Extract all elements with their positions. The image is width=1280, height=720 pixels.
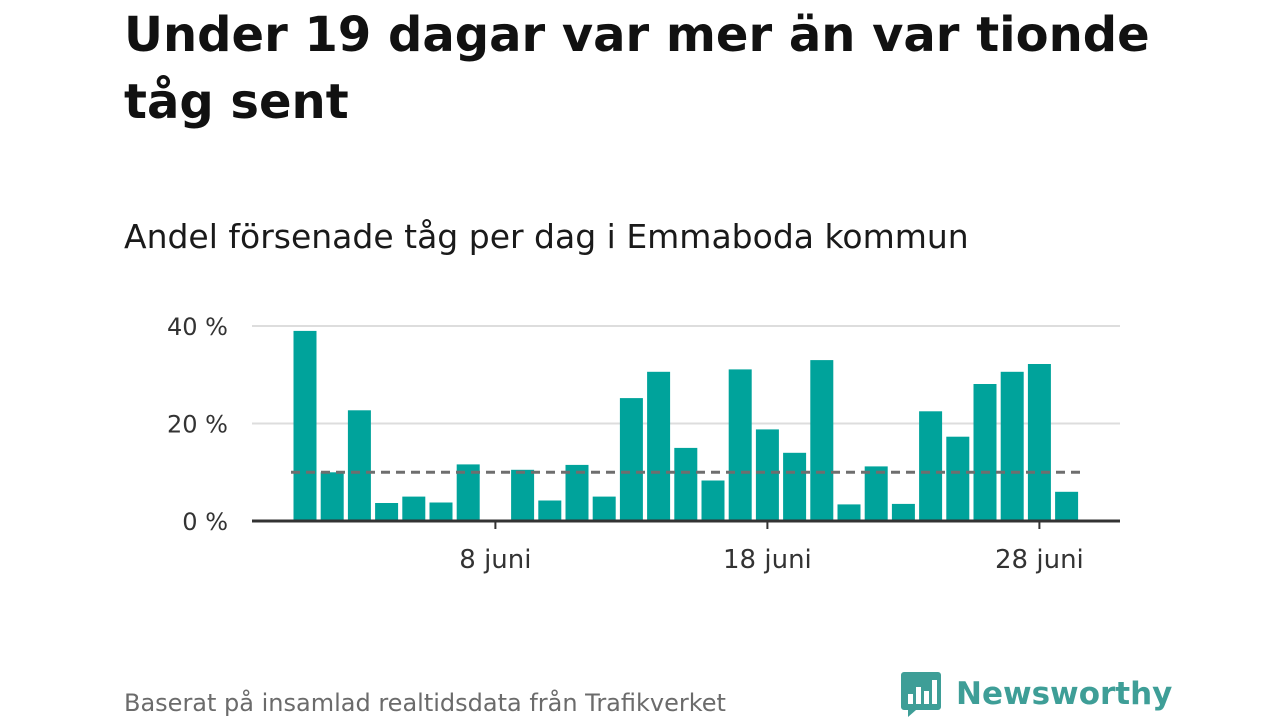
bar <box>375 503 399 521</box>
bar <box>429 502 453 521</box>
bar-chart: 0 % 20 % 40 % 8 juni 18 juni 28 juni <box>167 313 1120 575</box>
x-tick-label: 28 juni <box>995 545 1084 575</box>
bar <box>946 436 970 521</box>
bar <box>1027 364 1051 521</box>
bar <box>837 504 861 521</box>
x-tick-label: 18 juni <box>723 545 812 575</box>
bar <box>347 410 371 521</box>
bar <box>619 398 643 521</box>
bar <box>1000 371 1024 521</box>
source-note: Baserat på insamlad realtidsdata från Tr… <box>124 689 726 717</box>
bar <box>511 469 535 521</box>
bar <box>674 447 698 521</box>
bar <box>891 503 915 521</box>
bar <box>783 452 807 522</box>
bar <box>293 330 317 521</box>
bars <box>293 330 1079 522</box>
bar <box>647 371 671 521</box>
bar <box>565 464 589 521</box>
y-tick-label: 20 % <box>167 411 228 439</box>
y-tick-label: 40 % <box>167 313 228 341</box>
bar <box>701 480 725 521</box>
bar <box>456 464 480 521</box>
chart-title: Andel försenade tåg per dag i Emmaboda k… <box>124 217 969 256</box>
x-tick-label: 8 juni <box>459 545 531 575</box>
bar <box>320 472 344 522</box>
bar <box>728 369 752 521</box>
bar <box>402 496 426 521</box>
y-tick-label: 0 % <box>182 508 228 536</box>
headline: Under 19 dagar var mer än var tionde tåg… <box>124 7 1150 130</box>
bar <box>1055 491 1079 522</box>
bar <box>755 429 779 521</box>
bar <box>592 496 616 521</box>
brand-name: Newsworthy <box>956 676 1173 712</box>
bar <box>973 384 997 521</box>
bar <box>864 466 888 521</box>
axes: 0 % 20 % 40 % 8 juni 18 juni 28 juni <box>167 313 1120 575</box>
bar <box>538 500 562 521</box>
newsworthy-brand[interactable]: Newsworthy <box>900 668 1172 720</box>
bar <box>810 360 834 521</box>
newsworthy-logo-icon <box>901 672 941 717</box>
bar <box>919 411 943 521</box>
